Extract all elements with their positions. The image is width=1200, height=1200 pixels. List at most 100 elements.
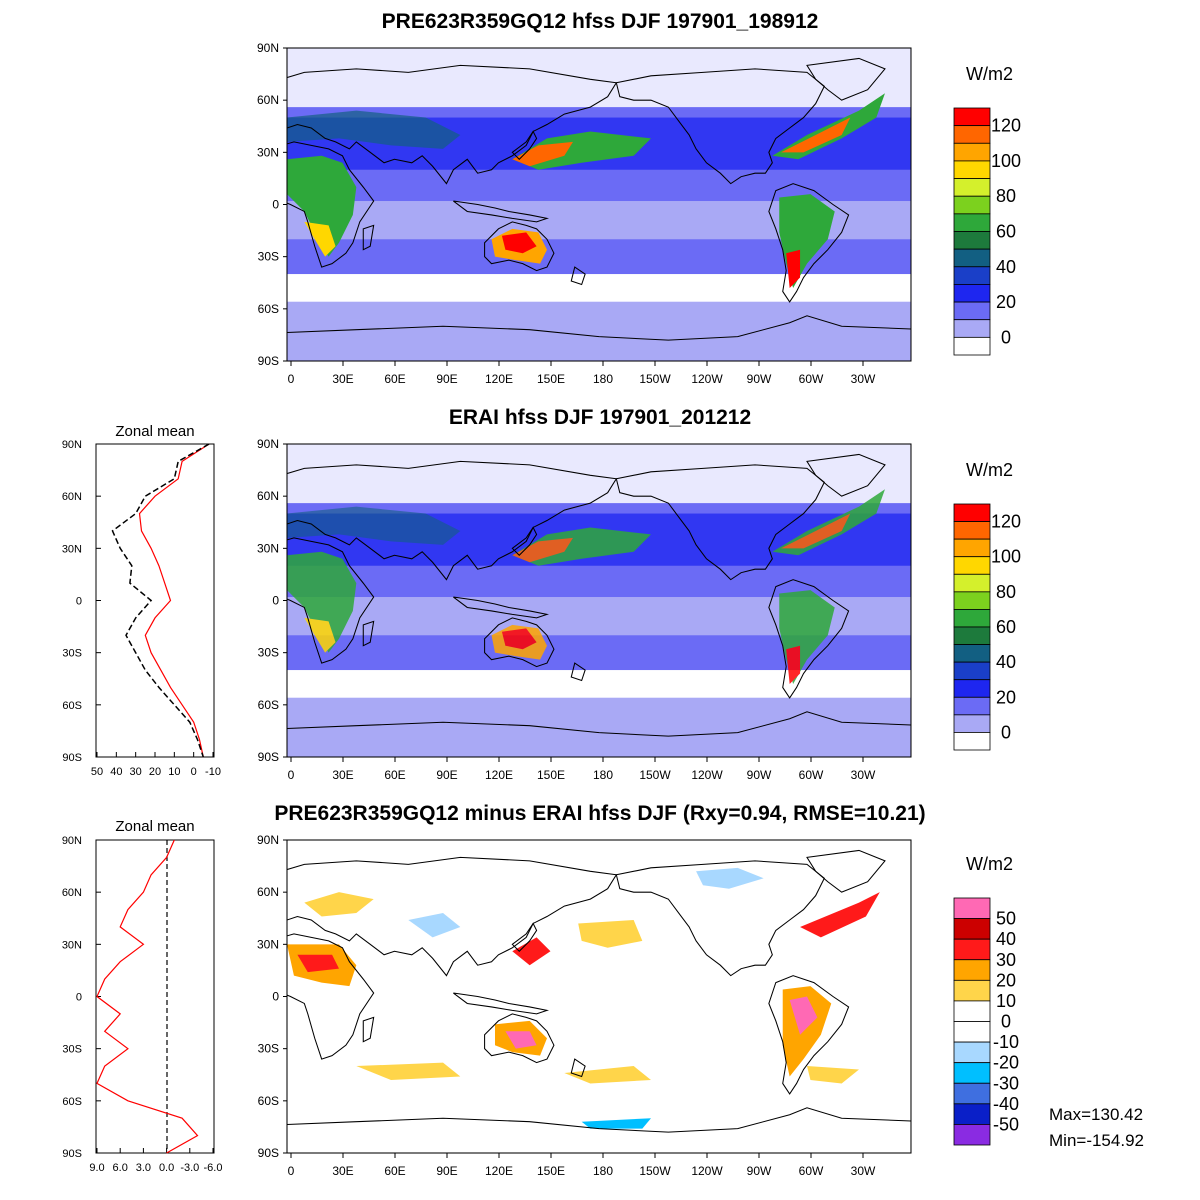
colorbar-unit: W/m2 [966,64,1013,84]
stat-min: Min=-154.92 [1049,1131,1144,1150]
lon-tick-label: 30E [332,372,353,386]
zonal-mean-title: Zonal mean [115,423,194,440]
colorbar-label: 120 [991,512,1021,532]
colorbar-swatch [953,661,991,681]
zonal-mean-x-ticks: 9.0 6.0 3.0 0.0 -3.0 -6.0 [89,1148,222,1174]
colorbar-label: 40 [996,652,1016,672]
map-diff [286,839,912,1154]
zonal-mean-diff: Zonal mean 90N 60N 30N 0 30S 60S 90S 9.0 6.0 3.0… [62,818,223,1174]
colorbar-swatch [953,301,991,321]
lon-tick-label: 150E [537,768,565,782]
colorbar-swatch [953,195,991,215]
colorbar-label: 0 [1001,722,1011,742]
zonal-mean-model-line [111,443,210,758]
lat-tick-label: 30S [258,646,279,660]
colorbar-swatch [953,556,991,575]
lon-tick-label: 90W [747,372,772,386]
colorbar-swatch [953,979,991,1002]
lat-tick-label: 30N [257,541,279,555]
colorbar-swatch [953,591,991,610]
stat-max: Max=130.42 [1049,1105,1143,1124]
lon-tick-label: 180 [593,768,613,782]
lat-tick-label: 30N [257,145,279,159]
colorbar-erai: W/m2 120 100 80 60 40 20 0 [953,460,1021,751]
zonal-mean-frame [95,839,215,1154]
lon-tick-label: 60E [384,372,405,386]
lon-tick-label: 150E [537,1164,565,1178]
lat-tick-label: 60N [257,885,279,899]
zm-lat-tick-label: 90S [62,1148,82,1160]
lon-tick-label: 120E [485,372,513,386]
lat-tick-label: 0 [272,594,279,608]
zm-lat-tick-label: 60N [62,887,82,899]
zm-x-tick-label: 0 [191,766,197,778]
colorbar-label: 40 [996,257,1016,277]
zm-x-tick-label: 3.0 [136,1162,151,1174]
colorbar-swatch [953,1103,991,1125]
colorbar-swatch [953,248,991,268]
zonal-mean-erai-line [138,443,210,758]
colorbar-swatch [953,142,991,162]
colorbar-label: 80 [996,582,1016,602]
map-erai [286,443,912,758]
zm-x-tick-label: 0.0 [159,1162,174,1174]
colorbar-swatch [953,1082,991,1105]
zm-x-tick-label: 9.0 [89,1162,104,1174]
zm-x-tick-label: 30 [130,766,142,778]
colorbar-label: -30 [993,1073,1019,1093]
lat-tick-label: 30N [257,937,279,951]
lat-tick-label: 90N [257,437,279,451]
colorbar-label: -20 [993,1053,1019,1073]
panel-diff: PRE623R359GQ12 minus ERAI hfss DJF (Rxy=… [62,802,1144,1178]
lon-tick-label: 90W [747,1164,772,1178]
colorbar-label: 20 [996,687,1016,707]
colorbar-swatch [953,213,991,232]
zm-lat-tick-label: 0 [76,596,82,608]
lon-tick-label: 150W [639,768,671,782]
lat-tick-label: 30S [258,1042,279,1056]
colorbar-label: 100 [991,151,1021,171]
colorbar-swatch [953,732,991,751]
lon-tick-label: 150W [639,372,671,386]
lon-tick-label: 120W [691,1164,723,1178]
panel-model: PRE623R359GQ12 hfss DJF 197901_198912 90… [257,10,1021,386]
zm-lat-tick-label: 90N [62,835,82,847]
lon-tick-label: 60E [384,1164,405,1178]
colorbar-unit: W/m2 [966,460,1013,480]
colorbar-swatch [953,160,991,179]
lon-tick-label: 150E [537,372,565,386]
zonal-mean-x-ticks: 50 40 30 20 10 0 -10 [91,752,221,778]
colorbar-swatch [953,918,991,940]
zm-lat-tick-label: 0 [76,992,82,1004]
lon-axis-model: 0 30E 60E 90E 120E 150E 180 150W 120W 90W 60W 30W [288,361,876,386]
lon-tick-label: 90W [747,768,772,782]
colorbar-swatch [953,644,991,663]
lon-tick-label: 30E [332,768,353,782]
lat-tick-label: 30S [258,250,279,264]
lat-axis-erai: 90N 60N 30N 0 30S 60S 90S [257,437,287,764]
lat-tick-label: 60N [257,93,279,107]
zm-lat-tick-label: 60S [62,700,82,712]
colorbar-swatch [953,107,991,127]
colorbar-label: 100 [991,547,1021,567]
panel-title: PRE623R359GQ12 hfss DJF 197901_198912 [382,10,819,33]
zm-x-tick-label: 50 [91,766,103,778]
colorbar-swatch [953,1124,991,1146]
colorbar-swatch [953,938,991,961]
colorbar-label: 40 [996,929,1016,949]
lon-tick-label: 90E [436,1164,457,1178]
colorbar-label: 60 [996,617,1016,637]
colorbar-label: -40 [993,1094,1019,1114]
lon-tick-label: 90E [436,768,457,782]
lat-tick-label: 60S [258,698,279,712]
panel-title: ERAI hfss DJF 197901_201212 [449,406,751,429]
colorbar-label: 10 [996,991,1016,1011]
zonal-mean-title: Zonal mean [115,818,194,835]
lon-tick-label: 180 [593,372,613,386]
colorbar-swatch [953,696,991,716]
lon-axis-diff: 0 30E 60E 90E 120E 150E 180 150W 120W 90W 60W 30W [288,1153,876,1178]
zm-x-tick-label: 10 [168,766,180,778]
colorbar-swatch [953,573,991,593]
